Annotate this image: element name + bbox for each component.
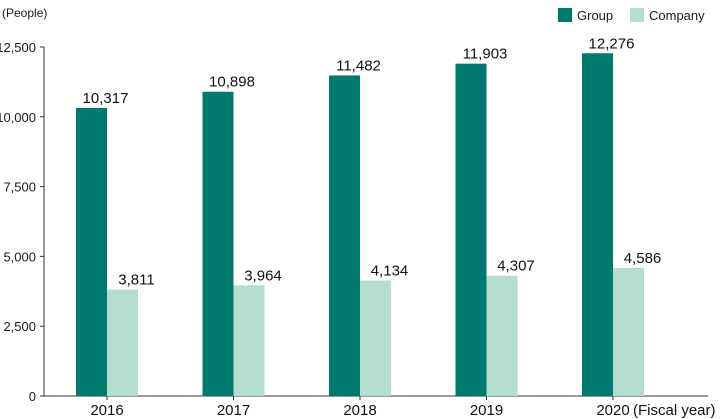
y-axis-unit-label: (People): [2, 6, 47, 20]
bar-group-2018: [329, 75, 360, 397]
bar-group-2020: [582, 53, 613, 396]
y-tick-label: 10,000: [0, 110, 36, 125]
legend: Group Company: [558, 8, 705, 23]
bar-company-2017: [233, 285, 265, 396]
bar-group-2019: [455, 63, 487, 396]
bar-company-2018: [360, 280, 391, 396]
bar-company-2019: [486, 275, 518, 396]
data-label-group-2016: 10,317: [83, 90, 129, 107]
bar-group-2017: [202, 91, 234, 396]
x-tick-label-2019: 2019: [470, 402, 503, 419]
data-label-company-2018: 4,134: [371, 263, 409, 280]
data-label-group-2019: 11,903: [463, 46, 508, 63]
legend-swatch-company: [630, 8, 644, 22]
data-label-group-2018: 11,482: [336, 57, 381, 74]
y-tick-label: 12,500: [0, 40, 36, 55]
data-label-company-2020: 4,586: [624, 250, 662, 267]
legend-swatch-group: [558, 8, 572, 22]
x-tick-label-2018: 2018: [343, 402, 376, 419]
data-label-company-2019: 4,307: [497, 258, 535, 275]
y-tick-label: 7,500: [3, 180, 36, 195]
data-label-group-2020: 12,276: [589, 35, 635, 52]
bar-company-2016: [107, 289, 138, 396]
data-label-group-2017: 10,898: [209, 74, 255, 91]
bar-group-2016: [76, 107, 107, 396]
x-tick-label-2017: 2017: [217, 402, 250, 419]
y-tick-label: 0: [29, 389, 36, 404]
x-axis-unit-label: (Fiscal year): [633, 402, 716, 419]
x-tick-label-2016: 2016: [90, 402, 123, 419]
data-label-company-2016: 3,811: [118, 272, 154, 289]
legend-label-group: Group: [577, 8, 613, 23]
y-tick-label: 5,000: [3, 249, 36, 264]
data-label-company-2017: 3,964: [244, 267, 282, 284]
legend-label-company: Company: [649, 8, 705, 23]
y-tick-label: 2,500: [3, 319, 36, 334]
x-tick-label-2020: 2020: [596, 402, 629, 419]
bar-company-2020: [613, 267, 644, 396]
